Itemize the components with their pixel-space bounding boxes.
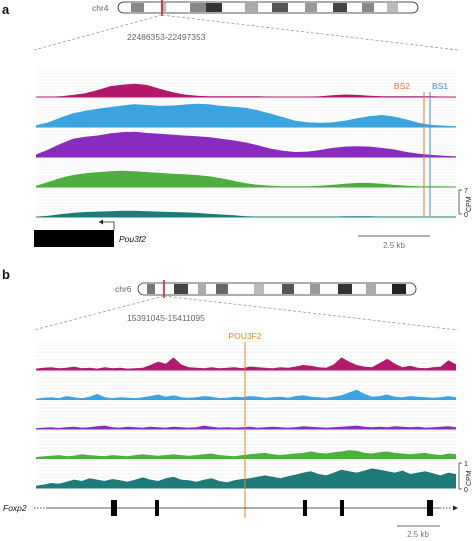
signal-area [36, 450, 456, 459]
gene-exon [34, 230, 114, 247]
panel-a-chromosome-label: chr4 [92, 3, 109, 13]
panel-b-ideogram: chr6 [115, 280, 417, 298]
signal-area [36, 210, 456, 217]
y-axis-tick-label: 1 [464, 461, 468, 468]
signal-area [36, 103, 456, 127]
scalebar-label: 2.5 kb [407, 530, 429, 539]
signal-area [36, 468, 456, 488]
chromosome-band [147, 284, 155, 294]
signal-track [36, 430, 456, 459]
panel-a-coordinates: 22486353-22497353 [127, 32, 206, 42]
chromosome-band [254, 284, 264, 294]
y-axis-tick-label: 0 [464, 212, 468, 219]
gene-exon [427, 500, 433, 516]
signal-track [36, 459, 456, 489]
gene-exon [340, 500, 344, 516]
panel-a-ideogram: chr4 [92, 0, 419, 16]
panel-b-coordinates: 15391045-15411095 [127, 313, 205, 323]
chromosome-band [245, 3, 258, 12]
chromosome-band [216, 284, 228, 294]
panel-a-gene-model: Pou3f2 [34, 219, 146, 247]
signal-area [36, 131, 456, 157]
y-axis-tick-label: 7 [464, 188, 468, 195]
panel-b-letter: b [2, 267, 10, 282]
chromosome-band [362, 3, 374, 12]
zoom-line-right [161, 14, 459, 51]
chromosome-band [272, 3, 288, 12]
y-axis-title: CPM [466, 470, 473, 486]
tss-arrow [99, 221, 115, 230]
panel-b-chromosome-label: chr6 [115, 284, 132, 294]
chromosome-band [282, 284, 294, 294]
signal-track [36, 157, 456, 188]
signal-area [36, 170, 456, 187]
panel-b-gene-label: Foxp2 [3, 503, 27, 513]
gene-exon [303, 500, 307, 516]
panel-b-gene-model: Foxp2 [3, 500, 458, 516]
signal-track [36, 400, 456, 430]
chromosome-band [190, 3, 206, 12]
zoom-line-left [33, 295, 165, 331]
signal-area [36, 389, 456, 400]
binding-site-2-label: BS2 [394, 81, 410, 91]
y-axis-tick-label: 0 [464, 487, 468, 494]
scalebar-label: 2.5 kb [383, 241, 405, 250]
binding-site-1-label: BS1 [432, 81, 448, 91]
signal-area [36, 357, 456, 370]
chromosome-band [131, 3, 144, 12]
chromosome-band [174, 284, 188, 294]
chromosome-band [310, 284, 320, 294]
panel-a-scalebar: 2.5 kb [358, 235, 430, 250]
panel-b-y-axis: 1 0 CPM [458, 461, 473, 494]
chromosome-band [161, 3, 166, 12]
signal-area [36, 425, 456, 429]
panel-a-letter: a [2, 2, 10, 17]
gene-direction-arrow [453, 505, 458, 511]
chromosome-band [387, 3, 398, 12]
zoom-line-left [33, 14, 163, 51]
panel-b-scalebar: 2.5 kb [397, 525, 440, 539]
signal-track [36, 67, 456, 98]
signal-area [36, 83, 456, 97]
signal-track [36, 97, 456, 128]
chromosome-band [333, 3, 347, 12]
chromosome-band [206, 3, 222, 12]
y-axis-title: CPM [466, 196, 473, 212]
panel-a-gene-label: Pou3f2 [119, 234, 146, 244]
chromosome-band [338, 284, 352, 294]
gene-exon [155, 500, 159, 516]
panel-a-y-axis: 7 0 CPM [458, 188, 473, 219]
signal-track [36, 371, 456, 400]
signal-track [36, 187, 456, 218]
signal-track [36, 127, 456, 158]
panel-a-tracks [36, 67, 456, 218]
pou3f2-marker-label: POU3F2 [228, 331, 261, 341]
zoom-line-right [163, 295, 459, 331]
chromosome-band [366, 284, 376, 294]
chromosome-band [198, 284, 206, 294]
panel-b-tracks [36, 341, 456, 489]
gene-exon [111, 500, 117, 516]
chromosome-band [305, 3, 317, 12]
chromosome-band [392, 284, 406, 294]
tss-arrowhead [99, 219, 103, 225]
signal-track [36, 341, 456, 371]
